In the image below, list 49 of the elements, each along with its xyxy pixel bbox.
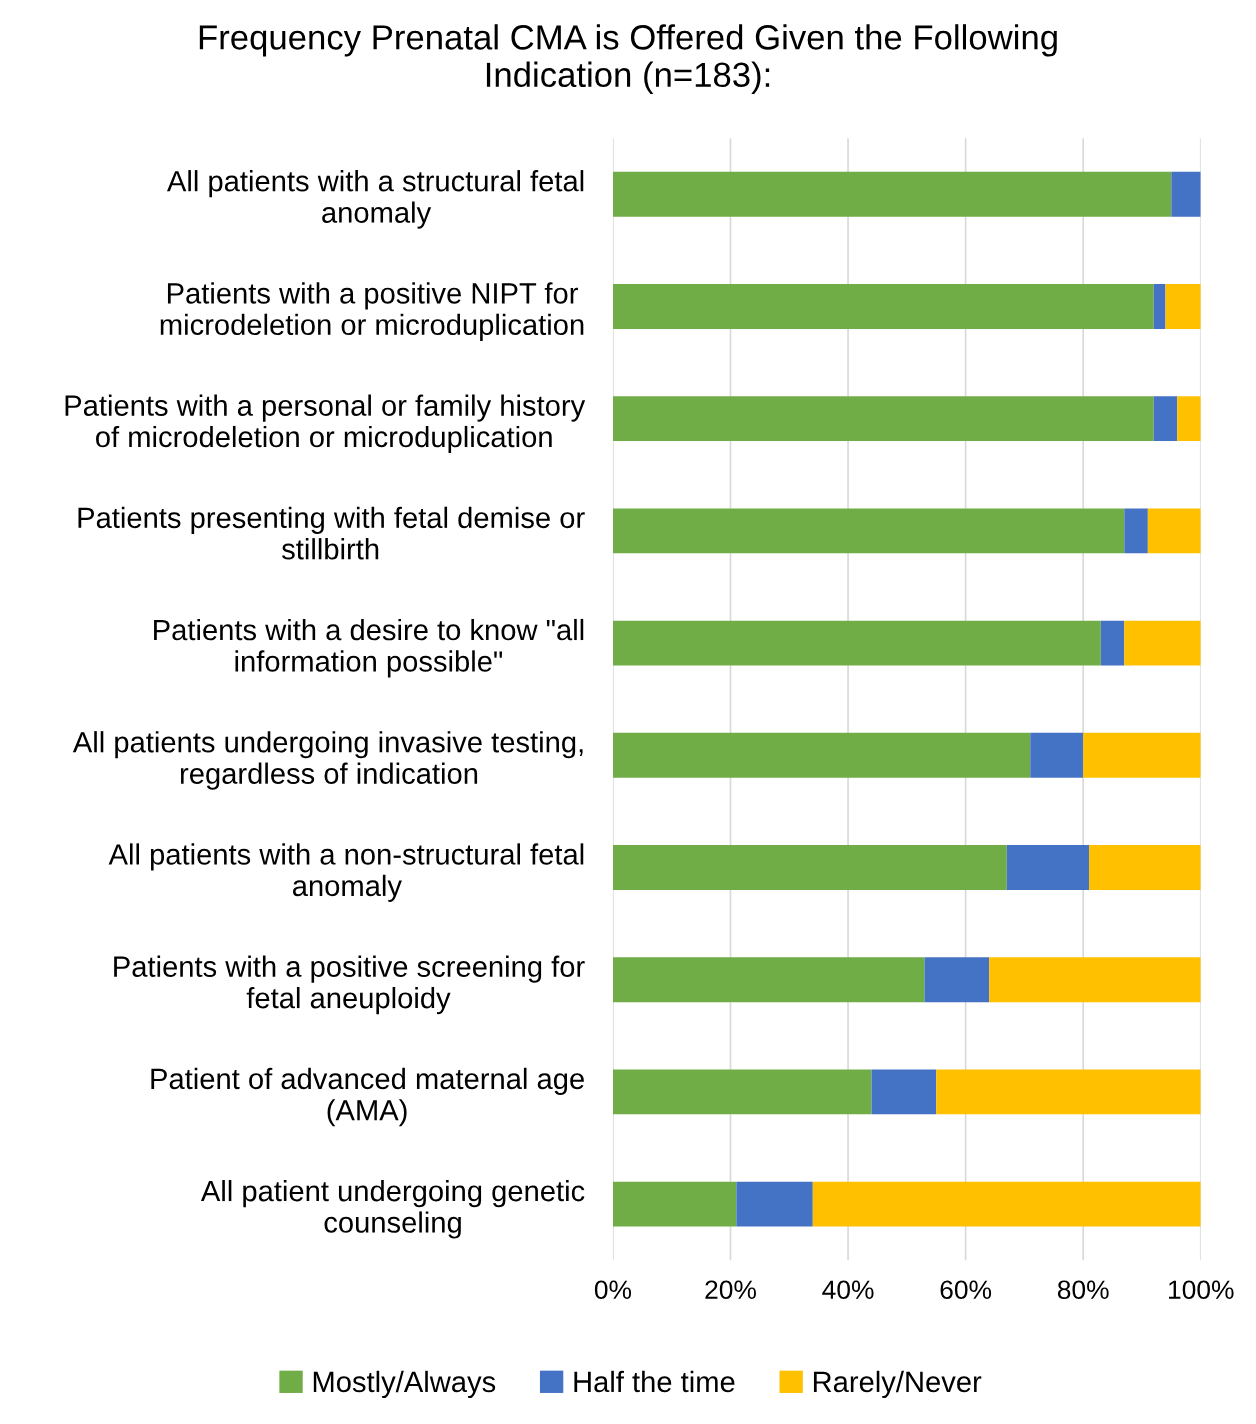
x-tick-label: 40%: [822, 1280, 874, 1300]
y-tick-label: Patient of advanced maternal age (AMA): [151, 1067, 584, 1127]
x-tick-label: 80%: [1057, 1280, 1109, 1300]
bar: [989, 957, 1201, 1003]
bar: [612, 1181, 737, 1227]
bar: [736, 1181, 813, 1227]
y-tick-label: Patients with a positive NIPT for microdeletion or microduplication: [160, 282, 584, 341]
bar: [1083, 732, 1201, 778]
bar: [1030, 732, 1084, 778]
y-tick-label: Patients with a desire to know "all information possible": [154, 618, 584, 678]
y-tick-label: All patients with a non-structural fetal anomaly: [108, 843, 584, 902]
x-tick-label: 0%: [594, 1280, 632, 1300]
y-tick-label: Patients with a personal or family history of microdeletion or microduplication: [65, 394, 586, 454]
bar: [1100, 620, 1125, 666]
legend-label: Mostly/Always: [313, 1370, 496, 1398]
y-tick-label: All patient undergoing genetic counseling: [200, 1179, 585, 1239]
bar: [612, 732, 1031, 778]
bar: [1171, 171, 1201, 217]
bar: [612, 284, 1154, 329]
bar: [1177, 396, 1201, 442]
bar: [924, 957, 990, 1003]
bar: [1153, 396, 1178, 442]
legend-label: Rarely/Never: [813, 1370, 982, 1398]
y-tick-label: Patients presenting with fetal demise or stillbirth: [78, 506, 585, 560]
bar: [812, 1181, 1201, 1227]
y-tick-label: All patients with a structural fetal anomaly: [166, 170, 584, 229]
bar: [1165, 284, 1201, 329]
bar: [1124, 620, 1201, 666]
bar: [612, 508, 1125, 554]
bar: [1124, 508, 1148, 554]
bar: [612, 396, 1154, 442]
bar: [871, 1069, 937, 1115]
x-tick-label: 60%: [940, 1280, 992, 1300]
x-tick-label: 100%: [1169, 1280, 1234, 1300]
bar: [936, 1069, 1201, 1115]
bar: [612, 171, 1172, 217]
bar: [612, 1069, 872, 1115]
bar: [612, 845, 1007, 890]
bar: [612, 620, 1101, 666]
legend-label: Half the time: [574, 1370, 735, 1393]
y-tick-label: All patients undergoing invasive testing, regardless of indication: [72, 731, 583, 790]
bar: [1147, 508, 1201, 554]
bar: [1089, 845, 1201, 890]
y-tick-label: Patients with a positive screening for fetal aneuploidy: [114, 955, 585, 1015]
bar: [612, 957, 925, 1003]
chart-title: Frequency Prenatal CMA is Offered Given the Following Indication (n=183):: [199, 24, 1057, 94]
x-tick-label: 20%: [705, 1280, 756, 1300]
bar: [1153, 284, 1166, 329]
bar: [1006, 845, 1090, 890]
